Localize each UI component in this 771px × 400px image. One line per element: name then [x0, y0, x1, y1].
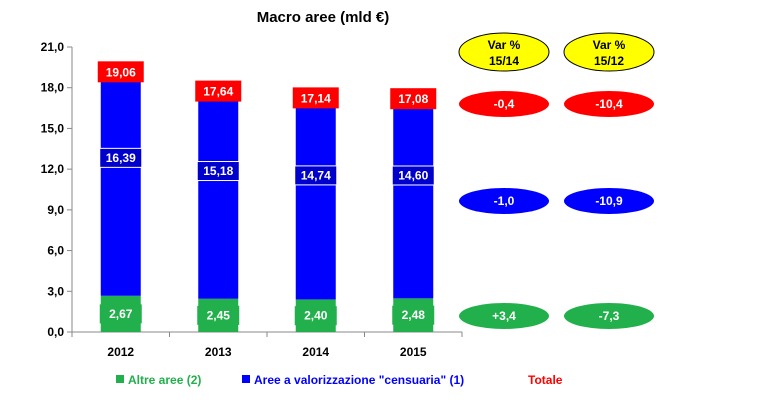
y-tick-label: 9,0 [47, 203, 64, 217]
data-label-box [97, 61, 144, 83]
var-header-oval [458, 32, 550, 72]
y-tick-label: 15,0 [41, 121, 65, 135]
data-label-aree-censuarie: 15,18 [203, 164, 233, 178]
var-header-period: 15/14 [489, 54, 519, 68]
data-label-aree-censuarie: 16,39 [106, 151, 136, 165]
data-label-box [196, 161, 240, 182]
data-label-box [294, 165, 338, 186]
y-axis: 0,0 3,0 6,0 9,0 12,0 15,0 18,0 21,0 [41, 40, 73, 339]
data-label-aree-censuarie: 14,74 [301, 168, 331, 182]
var-header-label: Var % [593, 38, 626, 52]
data-label-box [99, 147, 143, 168]
bar-segment-aree-censuarie [198, 92, 239, 299]
x-tick-label: 2012 [107, 345, 134, 359]
var-value-label: -7,3 [599, 309, 620, 323]
stacked-bars: 2,67 16,39 19,06 2,45 15,18 17,64 2,40 14,74 17,… [97, 61, 437, 332]
data-label-box [197, 305, 240, 325]
var-value-oval [564, 188, 654, 214]
legend-label: Totale [528, 373, 563, 387]
bar-segment-aree-censuarie [100, 73, 141, 296]
var-value-oval [459, 91, 549, 117]
legend: Altre aree (2) Aree a valorizzazione "cen… [116, 373, 563, 387]
data-label-box [292, 87, 339, 109]
data-label-altre-aree: 2,45 [207, 308, 231, 322]
data-label-totale: 17,08 [398, 92, 428, 106]
x-tick-label: 2015 [400, 345, 427, 359]
var-value-oval [564, 91, 654, 117]
var-header-label: Var % [488, 38, 521, 52]
y-tick-label: 12,0 [41, 162, 65, 176]
y-tick-label: 0,0 [47, 325, 64, 339]
x-tick-label: 2013 [205, 345, 232, 359]
data-label-totale: 19,06 [106, 65, 136, 79]
bar-segment-aree-censuarie [393, 100, 434, 299]
y-tick-label: 18,0 [41, 81, 65, 95]
legend-marker [242, 375, 250, 383]
var-header-oval [563, 32, 655, 72]
y-tick-label: 21,0 [41, 40, 65, 54]
data-label-box [392, 305, 435, 325]
data-label-altre-aree: 2,40 [304, 309, 328, 323]
data-label-altre-aree: 2,48 [402, 308, 426, 322]
y-tick-label: 3,0 [47, 284, 64, 298]
data-label-box [294, 306, 337, 326]
var-value-oval [459, 303, 549, 329]
chart-title: Macro aree (mld €) [257, 9, 390, 26]
var-value-label: +3,4 [492, 309, 516, 323]
var-value-label: -0,4 [494, 97, 515, 111]
legend-label: Aree a valorizzazione "censuaria" (1) [254, 373, 464, 387]
data-label-aree-censuarie: 14,60 [398, 168, 428, 182]
var-header-period: 15/12 [594, 54, 624, 68]
var-value-label: -10,9 [595, 194, 623, 208]
data-label-altre-aree: 2,67 [109, 307, 133, 321]
variation-ovals: Var % 15/14 Var % 15/12 -0,4 -10,4 -1,0 -10,9 +3… [458, 32, 655, 329]
var-value-label: -1,0 [494, 194, 515, 208]
legend-label: Altre aree (2) [128, 373, 201, 387]
data-label-box [390, 88, 437, 110]
x-axis: 2012 2013 2014 2015 [71, 331, 463, 359]
data-label-box [391, 165, 435, 186]
var-value-oval [564, 303, 654, 329]
y-tick-label: 6,0 [47, 244, 64, 258]
data-label-totale: 17,64 [203, 85, 233, 99]
bar-segment-aree-censuarie [295, 99, 336, 300]
data-label-totale: 17,14 [301, 91, 331, 105]
var-value-oval [459, 188, 549, 214]
var-value-label: -10,4 [595, 97, 623, 111]
data-label-box [99, 304, 142, 324]
data-label-box [195, 80, 242, 102]
x-tick-label: 2014 [302, 345, 329, 359]
legend-marker [116, 375, 124, 383]
